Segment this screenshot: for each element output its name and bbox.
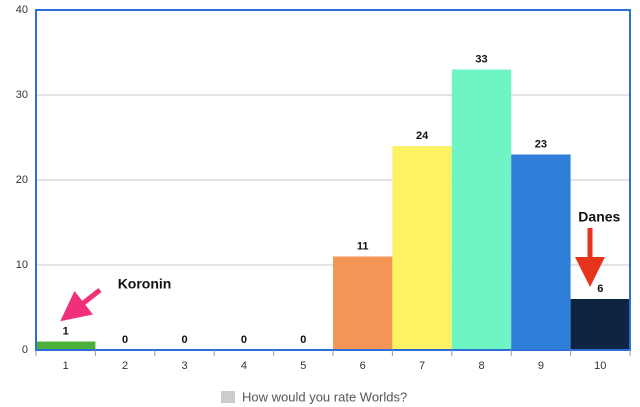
x-tick-label: 8 xyxy=(478,360,484,372)
x-tick-label: 1 xyxy=(63,360,69,372)
x-tick-label: 6 xyxy=(360,360,366,372)
bar xyxy=(36,341,96,350)
bar xyxy=(451,69,512,350)
x-tick-label: 7 xyxy=(419,360,425,372)
x-tick-label: 5 xyxy=(300,360,306,372)
x-tick-label: 2 xyxy=(122,360,128,372)
value-label: 11 xyxy=(357,240,369,252)
x-tick-label: 3 xyxy=(181,360,187,372)
x-tick-label: 10 xyxy=(594,360,606,372)
annotation: Danes xyxy=(578,209,620,225)
bar xyxy=(570,299,630,350)
value-label: 1 xyxy=(63,325,69,337)
value-label: 6 xyxy=(597,283,603,295)
bar xyxy=(392,146,452,350)
value-label: 33 xyxy=(475,53,487,65)
value-label: 0 xyxy=(181,334,187,346)
bar xyxy=(511,154,571,350)
legend-label: How would you rate Worlds? xyxy=(242,389,407,404)
value-label: 0 xyxy=(122,334,128,346)
value-label: 0 xyxy=(300,334,306,346)
annotation: Koronin xyxy=(118,276,172,292)
y-tick-label: 40 xyxy=(16,4,28,16)
legend-swatch xyxy=(221,391,235,403)
y-tick-label: 10 xyxy=(16,259,28,271)
y-tick-label: 20 xyxy=(16,174,28,186)
arrow xyxy=(60,288,102,322)
x-tick-label: 9 xyxy=(538,360,544,372)
y-tick-label: 0 xyxy=(22,344,28,356)
y-tick-label: 30 xyxy=(16,89,28,101)
value-label: 0 xyxy=(241,334,247,346)
bar xyxy=(333,256,393,350)
value-label: 24 xyxy=(416,130,429,142)
value-label: 23 xyxy=(535,138,547,150)
x-tick-label: 4 xyxy=(241,360,247,372)
